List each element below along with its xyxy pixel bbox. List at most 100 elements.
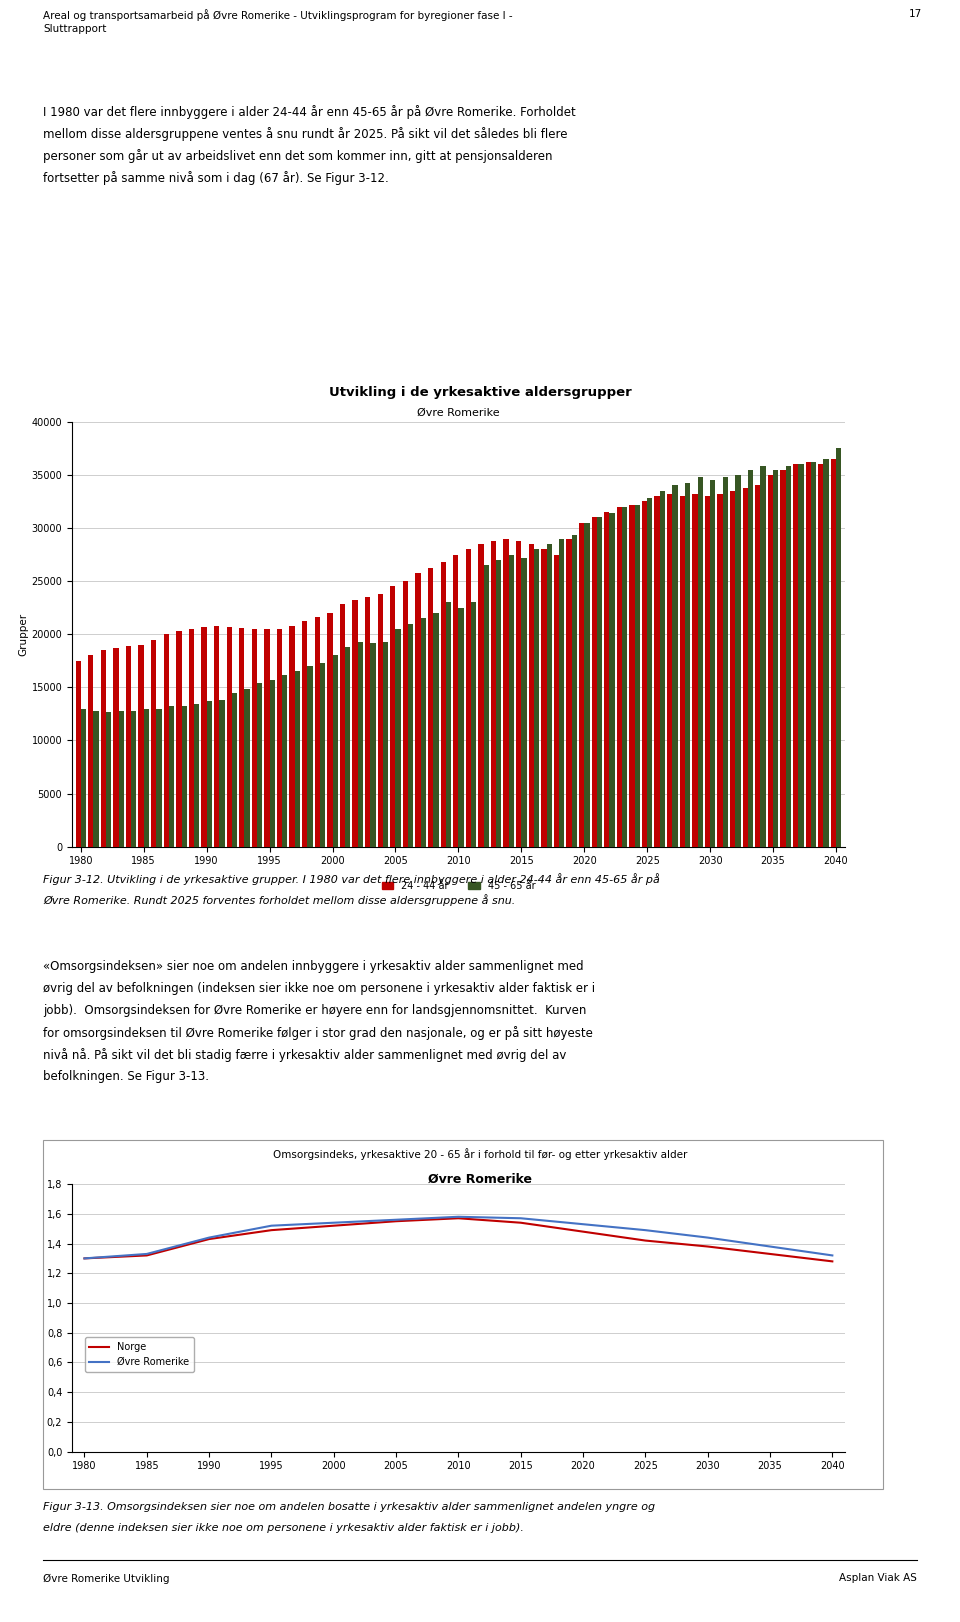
Bar bbox=[793, 464, 798, 847]
Bar bbox=[101, 650, 106, 847]
Text: Øvre Romerike. Rundt 2025 forventes forholdet mellom disse aldersgruppene å snu.: Øvre Romerike. Rundt 2025 forventes forh… bbox=[43, 894, 516, 905]
Bar bbox=[667, 495, 672, 847]
Norge bbox=[328, 1216, 340, 1236]
Bar bbox=[433, 613, 439, 847]
Bar bbox=[383, 642, 388, 847]
Bar bbox=[756, 485, 760, 847]
Bar bbox=[692, 495, 698, 847]
Bar bbox=[534, 550, 540, 847]
Text: I 1980 var det flere innbyggere i alder 24-44 år enn 45-65 år på Øvre Romerike. : I 1980 var det flere innbyggere i alder … bbox=[43, 105, 576, 120]
Bar bbox=[760, 467, 766, 847]
Bar bbox=[189, 629, 194, 847]
Bar bbox=[214, 626, 219, 847]
Bar bbox=[408, 623, 414, 847]
Bar bbox=[484, 564, 489, 847]
Bar bbox=[163, 634, 169, 847]
Norge bbox=[391, 1212, 402, 1231]
Bar bbox=[579, 522, 585, 847]
Øvre Romerike bbox=[79, 1249, 90, 1268]
Bar bbox=[735, 475, 740, 847]
Bar bbox=[239, 628, 245, 847]
Øvre Romerike bbox=[702, 1228, 713, 1247]
Bar bbox=[748, 469, 754, 847]
Bar bbox=[836, 448, 841, 847]
Bar bbox=[257, 683, 262, 847]
Bar bbox=[358, 642, 363, 847]
Øvre Romerike bbox=[827, 1246, 838, 1265]
Bar bbox=[428, 568, 433, 847]
Bar bbox=[403, 581, 408, 847]
Line: Norge: Norge bbox=[84, 1218, 832, 1262]
Bar bbox=[169, 707, 174, 847]
Bar bbox=[252, 629, 257, 847]
Øvre Romerike bbox=[328, 1213, 340, 1233]
Bar bbox=[541, 550, 546, 847]
Bar bbox=[88, 655, 93, 847]
Bar bbox=[416, 573, 420, 847]
Bar bbox=[566, 539, 571, 847]
Bar bbox=[227, 626, 232, 847]
Bar bbox=[655, 496, 660, 847]
Y-axis label: Grupper: Grupper bbox=[18, 613, 29, 655]
Bar bbox=[365, 597, 371, 847]
Text: fortsetter på samme nivå som i dag (67 år). Se Figur 3-12.: fortsetter på samme nivå som i dag (67 å… bbox=[43, 170, 389, 185]
Norge bbox=[204, 1229, 215, 1249]
Bar bbox=[509, 555, 514, 847]
Text: øvrig del av befolkningen (indeksen sier ikke noe om personene i yrkesaktiv alde: øvrig del av befolkningen (indeksen sier… bbox=[43, 983, 595, 996]
Bar bbox=[290, 626, 295, 847]
Bar bbox=[307, 667, 313, 847]
Text: «Omsorgsindeksen» sier noe om andelen innbyggere i yrkesaktiv alder sammenlignet: «Omsorgsindeksen» sier noe om andelen in… bbox=[43, 960, 584, 973]
Bar bbox=[471, 602, 476, 847]
Bar bbox=[93, 710, 99, 847]
Bar bbox=[194, 704, 200, 847]
Bar bbox=[81, 709, 86, 847]
Bar bbox=[768, 475, 773, 847]
Bar bbox=[554, 555, 559, 847]
Bar bbox=[571, 535, 577, 847]
Norge bbox=[79, 1249, 90, 1268]
Bar bbox=[723, 477, 728, 847]
Bar bbox=[604, 513, 610, 847]
Bar bbox=[698, 477, 703, 847]
Bar bbox=[635, 504, 640, 847]
Bar bbox=[332, 655, 338, 847]
Bar bbox=[616, 506, 622, 847]
Text: Øvre Romerike Utvikling: Øvre Romerike Utvikling bbox=[43, 1573, 170, 1583]
Text: Areal og transportsamarbeid på Øvre Romerike - Utviklingsprogram for byregioner : Areal og transportsamarbeid på Øvre Rome… bbox=[43, 8, 513, 34]
Bar bbox=[798, 464, 804, 847]
Øvre Romerike bbox=[515, 1208, 526, 1228]
Bar bbox=[743, 488, 748, 847]
Bar bbox=[453, 555, 458, 847]
Text: Figur 3-12. Utvikling i de yrkesaktive grupper. I 1980 var det flere innbyggere : Figur 3-12. Utvikling i de yrkesaktive g… bbox=[43, 873, 660, 884]
Bar bbox=[660, 491, 665, 847]
Norge bbox=[764, 1244, 776, 1264]
Bar bbox=[610, 513, 614, 847]
Bar bbox=[206, 701, 212, 847]
Text: Figur 3-13. Omsorgsindeksen sier noe om andelen bosatte i yrkesaktiv alder samme: Figur 3-13. Omsorgsindeksen sier noe om … bbox=[43, 1502, 656, 1512]
Text: 17: 17 bbox=[908, 8, 922, 19]
Bar bbox=[591, 517, 597, 847]
Bar bbox=[458, 608, 464, 847]
Bar bbox=[805, 462, 811, 847]
Norge bbox=[141, 1246, 153, 1265]
Bar bbox=[780, 469, 785, 847]
Bar bbox=[445, 602, 451, 847]
Bar bbox=[76, 660, 81, 847]
Bar bbox=[420, 618, 426, 847]
Øvre Romerike bbox=[266, 1216, 277, 1236]
Bar bbox=[144, 709, 149, 847]
Text: Asplan Viak AS: Asplan Viak AS bbox=[839, 1573, 917, 1583]
Øvre Romerike bbox=[204, 1228, 215, 1247]
Bar bbox=[503, 539, 509, 847]
Bar bbox=[202, 626, 206, 847]
Bar bbox=[320, 663, 325, 847]
Bar bbox=[245, 689, 250, 847]
Bar bbox=[622, 506, 627, 847]
Bar bbox=[672, 485, 678, 847]
Text: mellom disse aldersgruppene ventes å snu rundt år 2025. På sikt vil det således : mellom disse aldersgruppene ventes å snu… bbox=[43, 127, 567, 141]
Bar bbox=[219, 701, 225, 847]
Bar bbox=[824, 459, 828, 847]
Bar bbox=[352, 600, 358, 847]
Norge bbox=[453, 1208, 465, 1228]
Bar bbox=[346, 647, 350, 847]
